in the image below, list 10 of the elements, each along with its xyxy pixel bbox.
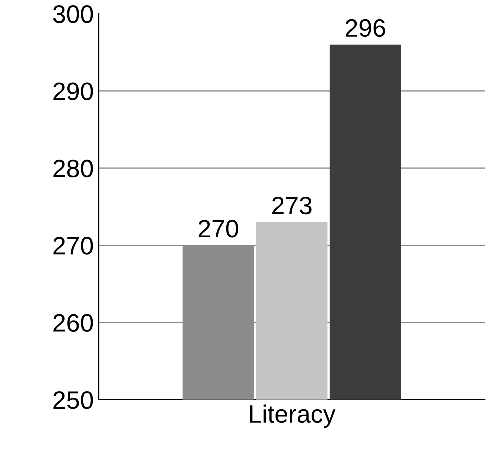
- y-tick-label: 290: [54, 82, 94, 100]
- data-label: 270: [198, 220, 238, 238]
- y-tick-label: 250: [54, 392, 94, 410]
- y-tick-label: 260: [54, 314, 94, 332]
- data-label: 296: [346, 19, 386, 38]
- y-tick-label: 270: [54, 237, 94, 255]
- data-label: 273: [272, 196, 312, 215]
- y-tick-label: 300: [53, 6, 94, 24]
- y-tick-label: 280: [54, 160, 94, 178]
- x-tick-label: Literacy: [250, 404, 336, 428]
